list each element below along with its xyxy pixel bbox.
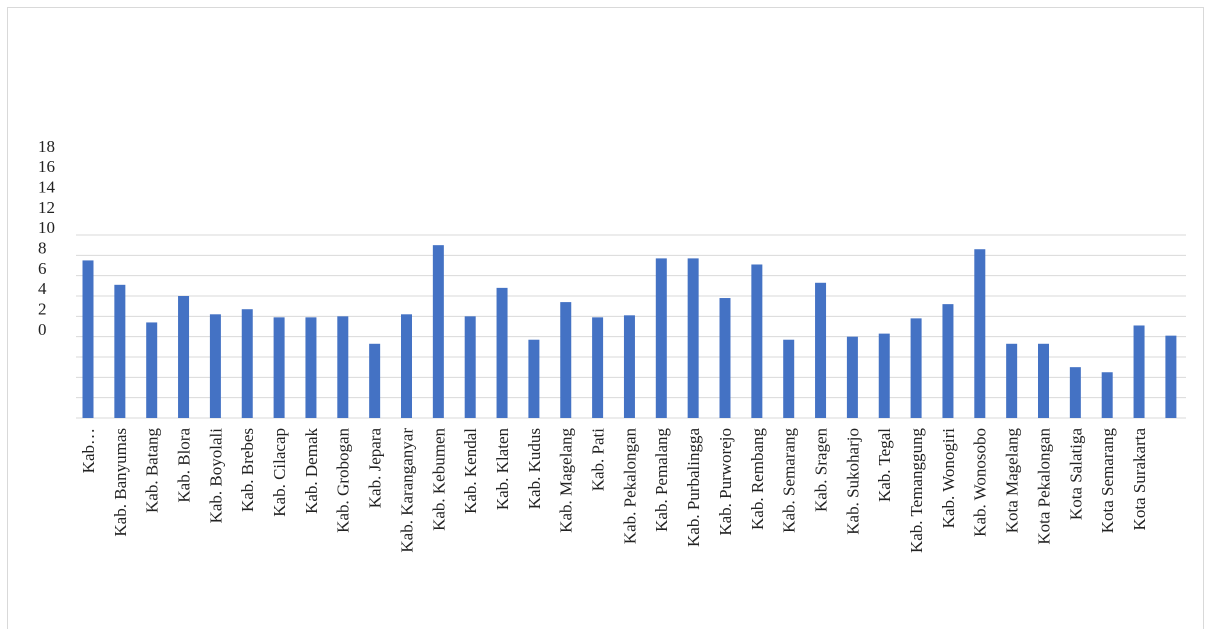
y-tick-label: 6 [38, 259, 47, 278]
x-tick-label: Kota Surakarta [1130, 428, 1149, 531]
x-tick-label: Kab. Wonogiri [939, 428, 958, 529]
bar [751, 264, 763, 418]
x-tick-label: Kab. Tegal [875, 428, 894, 502]
x-tick-label: Kab. Pati [589, 428, 608, 492]
bar [1165, 335, 1177, 418]
x-tick-label: Kab. Karanganyar [397, 428, 416, 553]
bar [623, 315, 635, 418]
x-tick-label: Kab. Rembang [748, 428, 767, 530]
bar [974, 249, 986, 418]
bar [209, 314, 221, 418]
x-tick-label: Kota Pekalongan [1034, 428, 1053, 545]
y-tick-label: 2 [38, 300, 47, 319]
bar [783, 339, 795, 418]
bar [1006, 343, 1018, 418]
x-tick-label: Kab. Kudus [525, 428, 544, 509]
x-tick-label: Kota Salatiga [1066, 428, 1085, 521]
y-tick-label: 8 [38, 239, 47, 258]
bar [1133, 325, 1145, 418]
x-tick-label: Kab. Magelang [557, 428, 576, 533]
bar [273, 317, 285, 418]
bar [82, 260, 94, 418]
bar [146, 322, 158, 418]
x-tick-label: Kab. Boyolali [206, 428, 225, 524]
x-tick-label: Kab. Batang [143, 428, 162, 513]
bar [337, 316, 349, 418]
x-tick-label: Kab. Cilacap [270, 428, 289, 517]
x-tick-label: Kab. Klaten [493, 428, 512, 511]
y-tick-label: 0 [38, 320, 47, 339]
bar [496, 287, 508, 418]
x-tick-label: Kab. Blora [174, 428, 193, 503]
bar [1038, 343, 1049, 418]
bar [655, 258, 667, 418]
x-tick-label: Kab. Pemalang [652, 428, 671, 532]
x-tick-label: Kab. Sukoharjo [843, 428, 862, 535]
x-tick-label: Kab. Kebumen [429, 428, 448, 531]
x-tick-label: Kab. Sragen [811, 428, 830, 513]
bar [815, 282, 827, 418]
x-tick-label: Kab. Semarang [780, 428, 799, 533]
chart-frame [7, 7, 1204, 629]
x-tick-label: Kab. Brebes [238, 428, 257, 512]
y-tick-label: 18 [38, 137, 55, 156]
x-tick-label: Kab. Demak [302, 428, 321, 514]
x-tick-label: Kota Semarang [1098, 428, 1117, 534]
x-tick-label: Kab. Wonosobo [971, 428, 990, 537]
bar [432, 245, 444, 418]
bar [846, 336, 858, 418]
y-tick-label: 4 [38, 279, 47, 298]
bar [178, 296, 190, 418]
x-tick-label: Kab. Purbalingga [684, 428, 703, 547]
y-tick-label: 10 [38, 218, 55, 237]
bar [401, 314, 412, 418]
bar [241, 309, 253, 418]
x-tick-label: Kab. Purworejo [716, 428, 735, 536]
x-tick-label: Kab. Jepara [366, 428, 385, 509]
bar [719, 298, 731, 418]
x-tick-label: Kab. Kendal [461, 428, 480, 514]
x-tick-label: Kab… [79, 428, 98, 473]
y-tick-label: 16 [38, 157, 55, 176]
bar [910, 318, 922, 418]
bar [560, 302, 572, 418]
x-tick-label: Kab. Grobogan [334, 428, 353, 533]
bar [1101, 372, 1113, 418]
bar [114, 284, 126, 418]
x-tick-label: Kota Magelang [1003, 428, 1022, 534]
bar [1069, 367, 1081, 418]
bar [592, 317, 604, 418]
x-tick-label: Kab. Banyumas [111, 428, 130, 537]
x-tick-label: Kab. Pekalongan [620, 428, 639, 545]
bar [464, 316, 476, 418]
bar [305, 317, 317, 418]
bar [528, 339, 540, 418]
x-tick-label: Kab. Temanggung [907, 428, 926, 554]
bar [687, 258, 699, 418]
bar [878, 333, 890, 418]
bar [369, 343, 381, 418]
bar [942, 304, 954, 418]
y-tick-label: 12 [38, 198, 55, 217]
y-tick-label: 14 [38, 178, 56, 197]
